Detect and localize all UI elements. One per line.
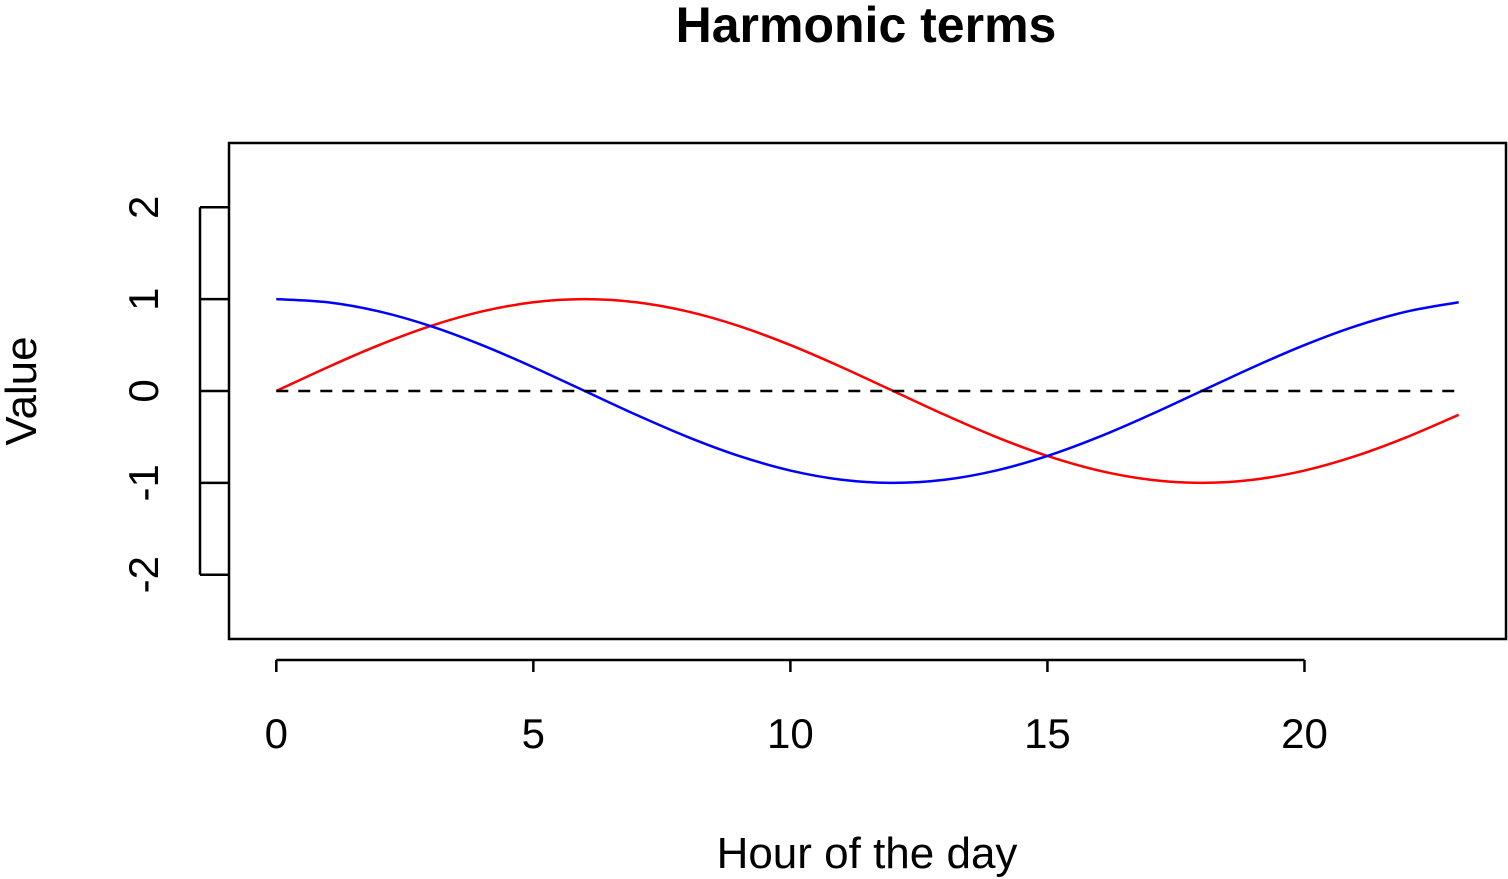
y-tick-label: 0 <box>120 379 167 402</box>
x-tick-label: 15 <box>1024 710 1071 757</box>
y-axis-label: Value <box>0 336 46 445</box>
chart-title: Harmonic terms <box>676 0 1057 53</box>
x-tick-label: 0 <box>265 710 288 757</box>
series-blue-curve <box>276 297 1459 485</box>
x-axis-label: Hour of the day <box>717 829 1018 878</box>
x-tick-label: 20 <box>1281 710 1328 757</box>
y-tick-label: 1 <box>120 287 167 310</box>
x-axis: 0 5 10 15 20 <box>265 658 1328 757</box>
x-tick-label: 5 <box>522 710 545 757</box>
y-tick-label: 2 <box>120 196 167 219</box>
series-red-curve <box>275 297 1460 485</box>
series-line <box>276 297 1459 485</box>
y-axis: -2 -1 0 1 2 <box>120 196 229 593</box>
x-tick-label: 10 <box>767 710 814 757</box>
series-line <box>275 297 1460 485</box>
y-tick-label: -1 <box>120 464 167 501</box>
series-layer <box>275 297 1460 485</box>
y-tick-label: -2 <box>120 556 167 593</box>
